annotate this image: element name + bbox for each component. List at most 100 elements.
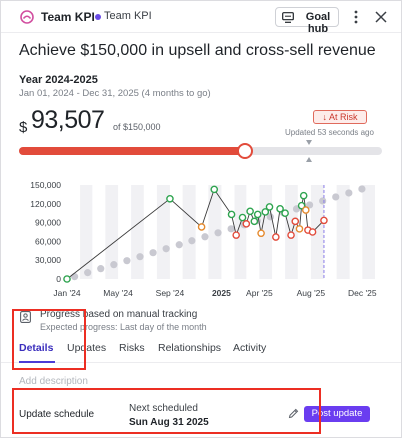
- tab-updates[interactable]: Updates: [67, 342, 107, 354]
- more-vertical-icon[interactable]: [353, 9, 359, 25]
- x-tick-label: Sep '24: [156, 288, 185, 298]
- chart-month-band: [182, 185, 196, 279]
- expected-progress-dot: [110, 261, 118, 269]
- expected-progress-dot: [358, 185, 366, 193]
- data-point-on-track: [261, 208, 270, 216]
- tab-activity[interactable]: Activity: [233, 342, 267, 354]
- expected-progress-dot: [149, 249, 157, 257]
- chart-month-band: [105, 185, 119, 279]
- data-point-on-track: [238, 213, 247, 222]
- close-icon[interactable]: [374, 10, 388, 24]
- pencil-icon[interactable]: [288, 408, 299, 419]
- status-badge[interactable]: ↓ At Risk: [313, 110, 367, 124]
- breadcrumb-goal-type[interactable]: Team KPI: [104, 10, 152, 22]
- goal-hub-button[interactable]: Goal hub: [275, 7, 339, 35]
- y-tick-label: 120,000: [30, 199, 61, 209]
- data-point-at-risk: [242, 220, 251, 228]
- expected-progress-dot: [123, 257, 131, 265]
- y-tick-label: 150,000: [30, 180, 61, 190]
- team-name[interactable]: Team KPI: [41, 10, 95, 24]
- next-scheduled-date: Sun Aug 31 2025: [129, 417, 209, 428]
- currency-symbol: $: [19, 119, 28, 136]
- updated-timestamp: Updated 53 seconds ago: [285, 128, 374, 137]
- data-point-at-risk: [291, 217, 300, 226]
- goal-type-dot: [95, 14, 101, 20]
- data-point-on-track: [210, 185, 219, 194]
- y-tick-label: 0: [56, 274, 61, 284]
- progress-knob: [237, 143, 254, 159]
- expected-progress-marker-top: [306, 140, 312, 145]
- data-point-at-risk: [232, 231, 240, 239]
- chart-month-band: [234, 185, 247, 279]
- y-tick-label: 90,000: [35, 218, 61, 228]
- x-tick-label: Apr '25: [246, 288, 273, 298]
- data-point-at-risk: [272, 233, 280, 241]
- data-point-at-risk: [308, 228, 317, 236]
- x-tick-label: Aug '25: [297, 288, 326, 298]
- expected-progress-note: Expected progress: Last day of the month: [40, 322, 207, 332]
- expected-progress-dot: [201, 233, 209, 241]
- data-point-behind: [257, 229, 265, 238]
- x-tick-label: May '24: [103, 288, 133, 298]
- update-schedule-label: Update schedule: [19, 409, 95, 420]
- expected-progress-dot: [175, 241, 183, 249]
- active-tab-indicator: [19, 361, 55, 363]
- expected-progress-dot: [227, 225, 235, 233]
- user-badge-icon: [20, 311, 31, 323]
- goal-title[interactable]: Achieve $150,000 in upsell and cross-sel…: [19, 42, 376, 59]
- expected-progress-dot: [97, 265, 105, 273]
- annotation-box-tracking-details: [12, 309, 86, 370]
- expected-progress-dot: [319, 197, 327, 205]
- expected-progress-dot: [70, 273, 79, 281]
- x-tick-label: Dec '25: [348, 288, 377, 298]
- tab-relationships[interactable]: Relationships: [158, 342, 222, 354]
- data-point-on-track: [299, 191, 308, 200]
- expected-progress-dot: [188, 237, 196, 245]
- data-point-behind: [302, 206, 310, 214]
- expected-progress-dot: [136, 253, 144, 261]
- chart-month-band: [156, 185, 170, 279]
- data-point-on-track: [265, 203, 274, 211]
- data-point-on-track: [246, 207, 254, 216]
- data-point-behind: [295, 225, 304, 233]
- data-point-on-track: [281, 209, 289, 218]
- expected-progress-dot: [214, 229, 222, 237]
- expected-progress-dot: [84, 269, 92, 277]
- monitor-icon: [282, 12, 294, 23]
- next-scheduled-label: Next scheduled: [129, 403, 198, 414]
- y-tick-label: 30,000: [35, 255, 61, 265]
- panel-header: Team KPI Team KPI Goal hub: [1, 1, 401, 35]
- tab-risks[interactable]: Risks: [119, 342, 145, 354]
- current-value: 93,507: [31, 106, 105, 134]
- data-point-on-track: [227, 210, 236, 219]
- data-point-at-risk: [320, 216, 328, 225]
- annotation-box-update-schedule: [12, 388, 321, 434]
- expected-progress-dot: [306, 201, 314, 209]
- target-value: of $150,000: [113, 122, 161, 132]
- chart-month-band: [336, 185, 350, 279]
- chart-month-band: [310, 185, 324, 279]
- progress-chart: 150,000 120,000 90,000 60,000 30,000 0 Jan '24…: [30, 180, 377, 298]
- data-point-on-track: [166, 194, 174, 203]
- team-logo-icon: [20, 10, 34, 24]
- tab-details[interactable]: Details: [19, 342, 54, 354]
- expected-progress-marker-bottom: [306, 157, 312, 162]
- description-placeholder[interactable]: Add description: [19, 376, 88, 387]
- data-point-on-track: [63, 275, 71, 283]
- data-point-on-track: [276, 205, 284, 213]
- goal-hub-label: Goal hub: [305, 11, 331, 35]
- data-point-on-track: [250, 217, 259, 226]
- expected-progress-dot: [162, 245, 170, 253]
- progress-bar: [19, 147, 382, 155]
- chart-month-band: [131, 185, 144, 279]
- y-tick-label: 60,000: [35, 236, 61, 246]
- progress-bar-fill: [19, 147, 246, 155]
- data-point-on-track: [297, 201, 306, 210]
- chart-month-band: [362, 185, 375, 279]
- goal-period: Year 2024-2025: [19, 74, 98, 86]
- expected-progress-dot: [332, 193, 340, 201]
- data-point-at-risk: [287, 231, 295, 239]
- data-point-on-track: [253, 210, 262, 219]
- x-tick-label: 2025: [212, 288, 231, 298]
